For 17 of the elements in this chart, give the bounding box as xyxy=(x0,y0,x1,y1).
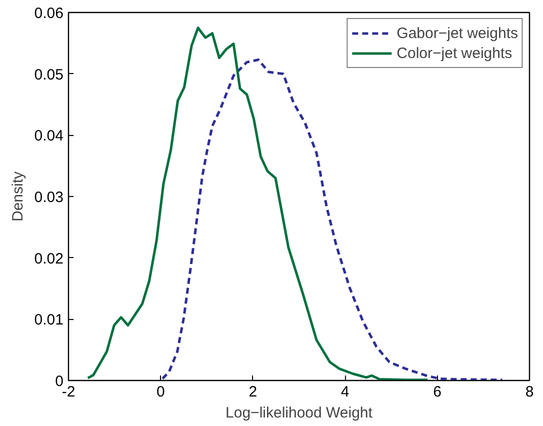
legend-label: Gabor−jet weights xyxy=(396,24,518,42)
legend-label: Color−jet weights xyxy=(396,44,512,62)
y-tick-label: 0.03 xyxy=(34,189,64,206)
y-tick-label: 0.06 xyxy=(34,5,64,22)
x-axis-title: Log−likelihood Weight xyxy=(226,404,374,422)
x-tick-label: 6 xyxy=(433,384,442,400)
y-tick-label: 0.05 xyxy=(34,66,64,84)
y-tick-label: 0.01 xyxy=(34,312,64,329)
x-tick-label: 2 xyxy=(248,384,258,400)
y-tick-label: 0 xyxy=(55,373,64,390)
x-tick-label: -2 xyxy=(62,384,76,400)
y-tick-label: 0.04 xyxy=(34,128,64,145)
x-tick-label: 4 xyxy=(340,384,350,400)
y-axis-title: Density xyxy=(9,170,26,222)
x-tick-label: 0 xyxy=(156,384,165,400)
y-tick-label: 0.02 xyxy=(34,250,64,268)
x-tick-label: 8 xyxy=(525,384,534,400)
